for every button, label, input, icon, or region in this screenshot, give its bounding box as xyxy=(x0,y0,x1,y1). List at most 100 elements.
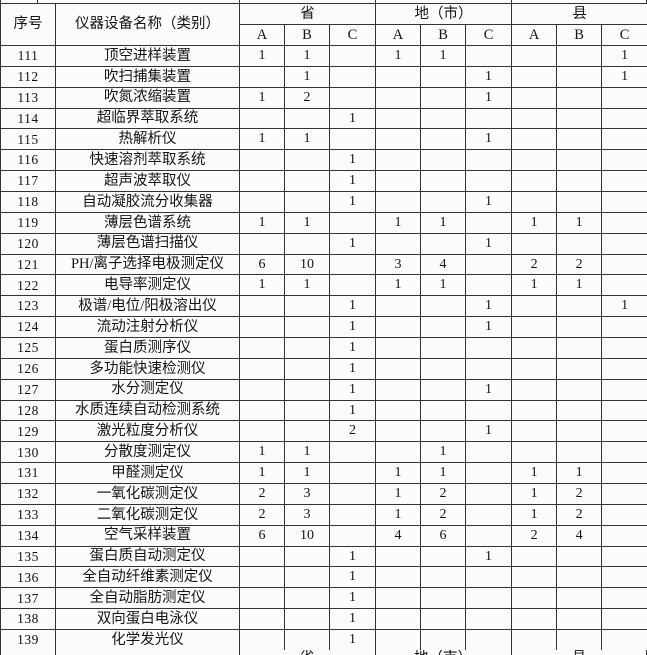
value-cell xyxy=(239,420,285,443)
value-cell xyxy=(556,608,603,631)
equipment-name-cell: 顶空进样装置 xyxy=(55,45,240,67)
value-cell xyxy=(284,316,330,339)
value-cell xyxy=(284,149,330,172)
value-cell xyxy=(375,191,422,213)
equipment-name-cell: 薄层色谱扫描仪 xyxy=(55,232,240,255)
serial-cell: 116 xyxy=(0,149,56,172)
value-cell xyxy=(328,524,377,547)
value-cell xyxy=(601,337,647,359)
value-cell xyxy=(601,441,647,464)
value-cell: 2 xyxy=(239,483,285,505)
value-cell xyxy=(465,274,513,297)
value-cell: 1 xyxy=(511,462,558,485)
serial-cell: 111 xyxy=(0,45,56,67)
value-cell xyxy=(465,629,513,651)
value-cell xyxy=(328,483,377,505)
value-cell xyxy=(601,503,647,526)
value-cell: 1 xyxy=(420,462,467,485)
serial-cell: 118 xyxy=(0,191,56,213)
value-cell xyxy=(556,545,603,568)
value-cell: 1 xyxy=(328,587,377,610)
equipment-name-cell: 激光粒度分析仪 xyxy=(55,420,240,443)
value-cell: 1 xyxy=(420,441,467,464)
value-cell xyxy=(239,232,285,255)
value-cell xyxy=(556,378,603,401)
value-cell xyxy=(465,211,513,234)
value-cell xyxy=(375,608,422,631)
header-group-province: 省 xyxy=(238,3,377,25)
value-cell xyxy=(420,232,467,255)
equipment-name-cell: 吹扫捕集装置 xyxy=(55,65,240,88)
value-cell xyxy=(511,316,558,339)
value-cell xyxy=(556,587,603,610)
value-cell xyxy=(420,357,467,380)
value-cell: 1 xyxy=(375,462,422,485)
value-cell xyxy=(511,45,558,67)
equipment-name-cell: 蛋白质自动测定仪 xyxy=(55,545,240,568)
value-cell xyxy=(556,170,603,193)
value-cell: 1 xyxy=(239,211,285,234)
serial-cell: 119 xyxy=(0,211,56,234)
header-province-a: A xyxy=(239,24,285,46)
value-cell: 1 xyxy=(284,441,330,464)
value-cell xyxy=(420,128,467,151)
value-cell xyxy=(239,608,285,631)
grid-tick xyxy=(239,650,240,655)
value-cell xyxy=(284,357,330,380)
value-cell xyxy=(420,191,467,213)
value-cell: 1 xyxy=(556,211,603,234)
value-cell xyxy=(601,357,647,380)
value-cell xyxy=(328,45,377,67)
table-row: 137 全自动脂肪测定仪 1 xyxy=(0,587,647,610)
value-cell xyxy=(511,86,558,109)
value-cell xyxy=(601,128,647,151)
grid-tick xyxy=(0,650,1,655)
value-cell: 1 xyxy=(328,149,377,172)
value-cell xyxy=(375,629,422,651)
value-cell xyxy=(601,86,647,109)
value-cell xyxy=(284,295,330,318)
value-cell xyxy=(328,253,377,276)
equipment-table: 序号 仪器设备名称（类别） 省 地（市） 县 A B C A B C A B C… xyxy=(0,3,647,651)
value-cell xyxy=(511,107,558,130)
serial-cell: 115 xyxy=(0,128,56,151)
grid-tick xyxy=(239,0,240,3)
equipment-name-cell: 热解析仪 xyxy=(55,128,240,151)
value-cell: 1 xyxy=(465,65,513,88)
value-cell: 1 xyxy=(465,86,513,109)
value-cell: 1 xyxy=(511,274,558,297)
value-cell: 1 xyxy=(284,211,330,234)
value-cell xyxy=(556,629,603,651)
partial-header-county: 县 xyxy=(572,651,587,655)
value-cell: 1 xyxy=(328,608,377,631)
value-cell xyxy=(375,65,422,88)
value-cell: 2 xyxy=(239,503,285,526)
value-cell xyxy=(239,378,285,401)
grid-tick xyxy=(511,0,512,3)
table-row: 135 蛋白质自动测定仪 1 1 xyxy=(0,545,647,568)
value-cell xyxy=(239,629,285,651)
value-cell xyxy=(420,566,467,589)
serial-cell: 127 xyxy=(0,378,56,401)
serial-cell: 129 xyxy=(0,420,56,443)
value-cell xyxy=(375,545,422,568)
value-cell xyxy=(556,357,603,380)
header-group-row: 序号 仪器设备名称（类别） 省 地（市） 县 xyxy=(0,3,647,46)
value-cell: 1 xyxy=(284,45,330,67)
equipment-name-cell: 流动注射分析仪 xyxy=(55,316,240,339)
value-cell xyxy=(511,399,558,422)
table-row: 120 薄层色谱扫描仪 1 1 xyxy=(0,232,647,255)
value-cell xyxy=(511,232,558,255)
value-cell: 1 xyxy=(511,503,558,526)
table-row: 113 吹氮浓缩装置 1 2 1 xyxy=(0,86,647,109)
serial-cell: 139 xyxy=(0,629,56,651)
grid-tick xyxy=(55,650,56,655)
equipment-name-cell: 水分测定仪 xyxy=(55,378,240,401)
value-cell xyxy=(284,170,330,193)
value-cell: 1 xyxy=(239,128,285,151)
value-cell xyxy=(239,107,285,130)
value-cell: 2 xyxy=(284,86,330,109)
equipment-name-cell: 全自动脂肪测定仪 xyxy=(55,587,240,610)
value-cell xyxy=(284,337,330,359)
value-cell xyxy=(284,232,330,255)
